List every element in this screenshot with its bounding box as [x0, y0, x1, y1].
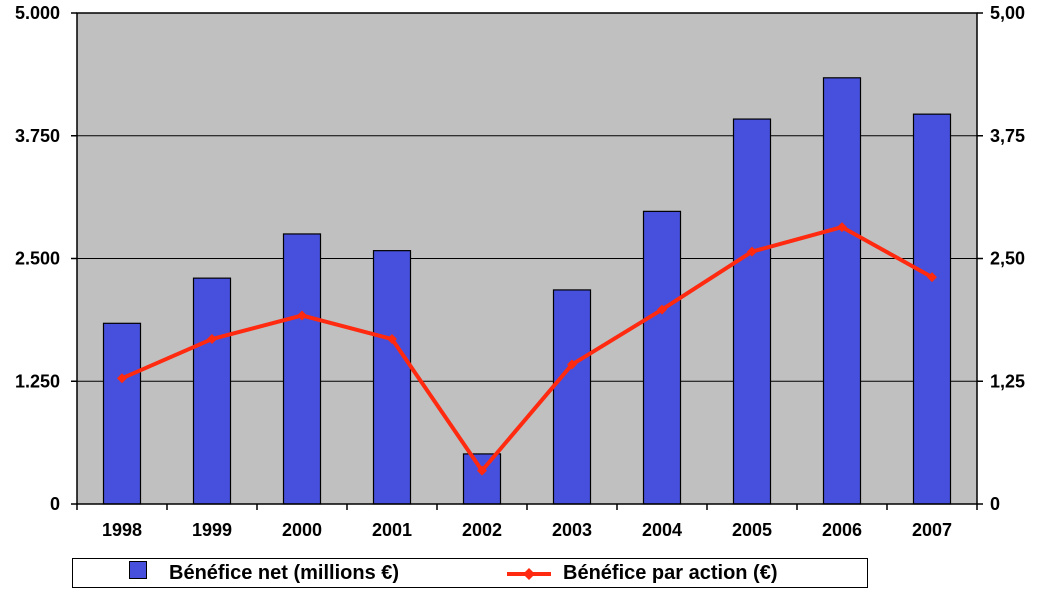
bar-2001 [372, 250, 412, 505]
x-tick-label-2007: 2007 [912, 520, 952, 540]
legend-label-line: Bénéfice par action (€) [563, 562, 778, 584]
bar-2004 [642, 210, 682, 505]
bar-2000 [282, 233, 322, 505]
point-2002 [477, 465, 487, 476]
point-2006 [837, 222, 847, 233]
x-tick-label-2006: 2006 [822, 520, 862, 540]
left-tick-label: 2.500 [15, 249, 60, 269]
bar-2007 [912, 113, 952, 505]
point-1998 [117, 373, 127, 384]
right-tick-label: 1,25 [990, 371, 1025, 391]
x-tick-label-2001: 2001 [372, 520, 412, 540]
right-axis-ticks: 0 1,25 2,50 3,75 5,00 [990, 3, 1025, 514]
point-1999 [207, 334, 217, 345]
x-tick-label-2000: 2000 [282, 520, 322, 540]
legend: Bénéfice net (millions €) Bénéfice par a… [72, 558, 868, 588]
point-2000 [297, 310, 307, 321]
x-axis-ticks: 1998 1999 2000 2001 2002 2003 2004 2005 2006 2007 [102, 520, 952, 540]
x-tick-label-2005: 2005 [732, 520, 772, 540]
left-tick-label: 3.750 [15, 126, 60, 146]
x-tick-label-2004: 2004 [642, 520, 682, 540]
point-2004 [657, 304, 667, 315]
legend-label-bar: Bénéfice net (millions €) [169, 562, 400, 584]
right-tick-label: 5,00 [990, 3, 1025, 23]
axes [71, 12, 983, 510]
line-series [117, 222, 937, 476]
x-tick-label-2003: 2003 [552, 520, 592, 540]
right-tick-label: 2,50 [990, 249, 1025, 269]
point-2001 [387, 334, 397, 345]
bar-2006 [822, 77, 862, 505]
point-2007 [927, 272, 937, 283]
left-tick-label: 1.250 [15, 371, 60, 391]
left-tick-label: 0 [50, 494, 60, 514]
bar-series [102, 77, 952, 505]
legend-swatch-line [507, 568, 551, 580]
legend-swatch-bar [129, 561, 147, 579]
x-tick-label-1999: 1999 [192, 520, 232, 540]
bar-2005 [732, 118, 772, 505]
x-tick-label-1998: 1998 [102, 520, 142, 540]
point-2003 [567, 359, 577, 370]
left-tick-label: 5.000 [15, 3, 60, 23]
bar-1998 [102, 322, 142, 505]
right-tick-label: 3,75 [990, 126, 1025, 146]
bar-2003 [552, 289, 592, 505]
right-tick-label: 0 [990, 494, 1000, 514]
left-axis-ticks: 0 1.250 2.500 3.750 5.000 [15, 3, 60, 514]
x-tick-label-2002: 2002 [462, 520, 502, 540]
point-2005 [747, 246, 757, 257]
bar-2002 [462, 453, 502, 505]
bar-1999 [192, 277, 232, 505]
line-path [121, 225, 933, 473]
